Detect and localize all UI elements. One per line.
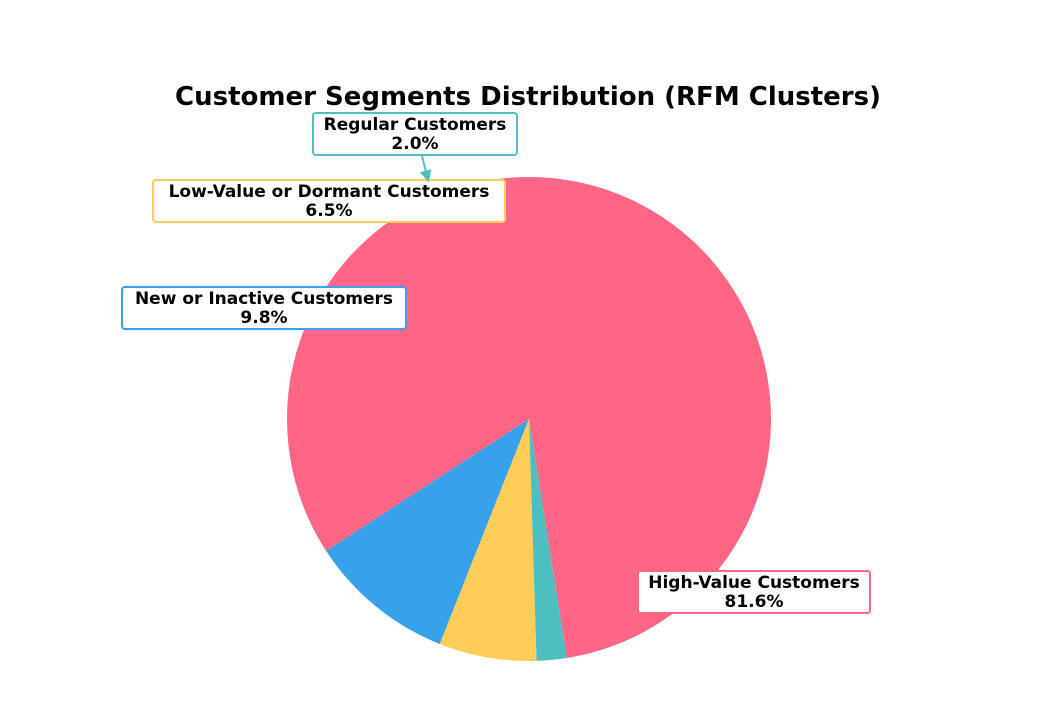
slice-label-name: High-Value Customers [648, 573, 859, 593]
chart-title: Customer Segments Distribution (RFM Clus… [175, 82, 881, 112]
annotation-arrow [419, 155, 432, 183]
slice-label-box [121, 286, 407, 330]
slice-label-value: 2.0% [391, 134, 438, 154]
pie-slice-low-value-or-dormant-customers [439, 419, 537, 661]
slice-label-box [312, 112, 518, 156]
slice-label-name: Regular Customers [324, 115, 507, 135]
slice-label-box [637, 570, 871, 614]
slice-label-name: New or Inactive Customers [135, 289, 393, 309]
slice-label-value: 9.8% [240, 308, 287, 328]
slice-label-name: Low-Value or Dormant Customers [169, 182, 490, 202]
slice-label-value: 81.6% [725, 592, 784, 612]
pie-slice-regular-customers [529, 419, 567, 661]
slice-label-box [152, 179, 506, 223]
slice-label-value: 6.5% [305, 201, 352, 221]
pie-slice-new-or-inactive-customers [326, 419, 529, 644]
pie-slices [287, 176, 772, 661]
pie-slice-high-value-customers [287, 176, 772, 659]
